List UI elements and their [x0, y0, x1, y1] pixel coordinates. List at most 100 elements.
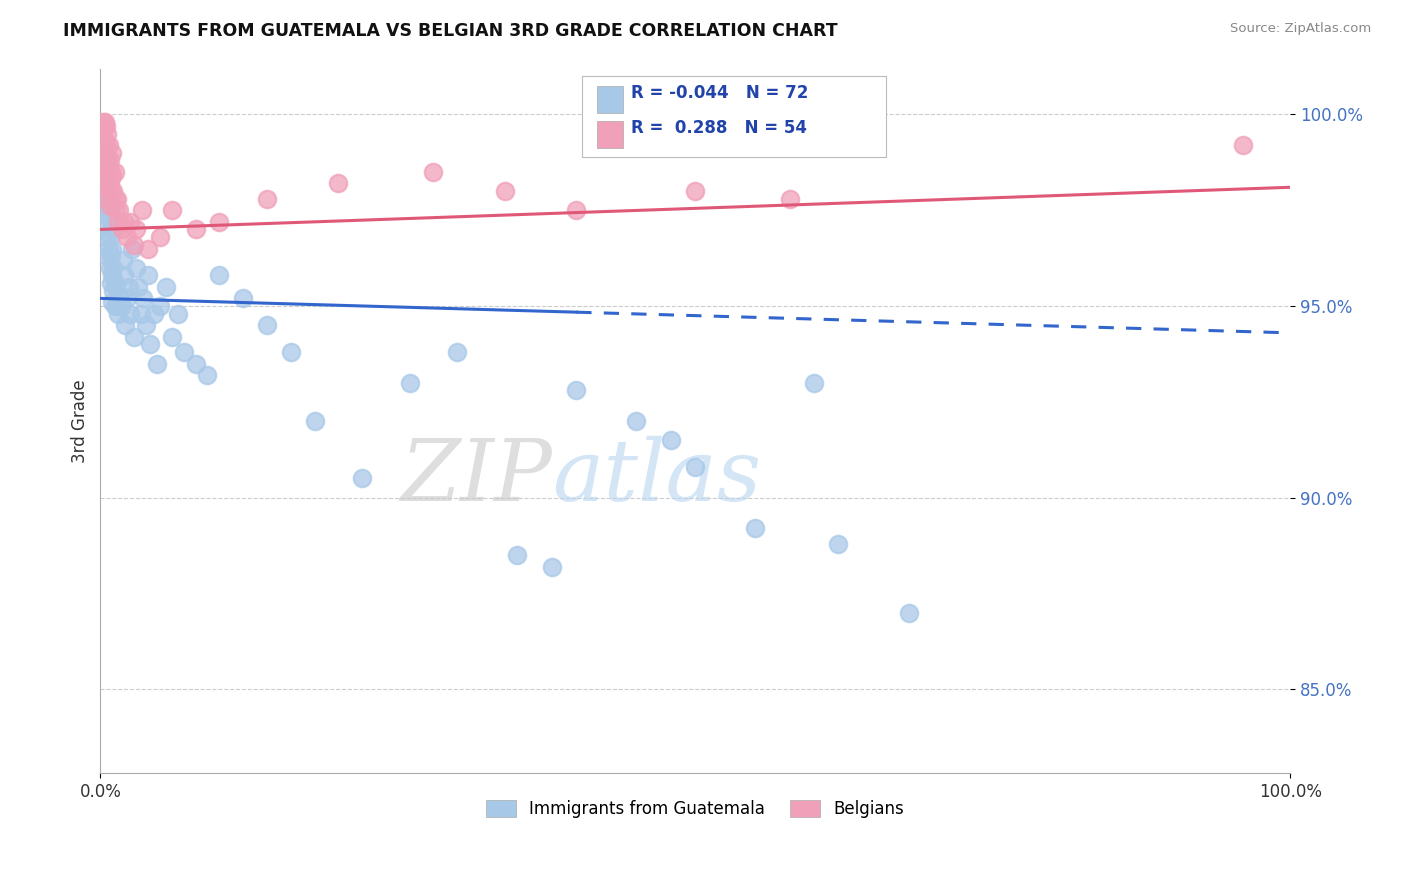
Point	[803, 376, 825, 390]
Point	[779, 192, 801, 206]
Point	[125, 260, 148, 275]
Point	[98, 230, 121, 244]
Text: R =  0.288   N = 54: R = 0.288 N = 54	[631, 120, 807, 137]
FancyBboxPatch shape	[596, 121, 623, 148]
FancyBboxPatch shape	[596, 87, 623, 113]
Point	[96, 249, 118, 263]
Point	[105, 192, 128, 206]
Point	[103, 184, 125, 198]
Point	[131, 203, 153, 218]
Point	[96, 192, 118, 206]
Point	[166, 307, 188, 321]
Point	[98, 199, 121, 213]
Point	[541, 559, 564, 574]
Point	[208, 268, 231, 283]
Point	[107, 215, 129, 229]
Point	[107, 307, 129, 321]
Point	[115, 292, 138, 306]
Point	[100, 222, 122, 236]
Point	[136, 242, 159, 256]
Point	[101, 169, 124, 183]
Point	[104, 276, 127, 290]
Point	[565, 384, 588, 398]
Point	[398, 376, 420, 390]
Y-axis label: 3rd Grade: 3rd Grade	[72, 379, 89, 463]
Point	[142, 307, 165, 321]
Point	[96, 192, 118, 206]
Point	[139, 337, 162, 351]
Text: atlas: atlas	[553, 436, 762, 519]
Point	[173, 345, 195, 359]
Point	[127, 280, 149, 294]
Point	[98, 153, 121, 168]
Point	[146, 357, 169, 371]
Point	[96, 169, 118, 183]
Point	[104, 165, 127, 179]
Point	[104, 280, 127, 294]
Point	[155, 280, 177, 294]
Point	[98, 177, 121, 191]
Point	[97, 161, 120, 175]
Point	[122, 237, 145, 252]
Point	[96, 230, 118, 244]
Point	[93, 138, 115, 153]
Point	[103, 284, 125, 298]
Point	[96, 127, 118, 141]
Point	[112, 268, 135, 283]
Point	[98, 260, 121, 275]
Point	[149, 299, 172, 313]
Point	[506, 548, 529, 562]
Legend: Immigrants from Guatemala, Belgians: Immigrants from Guatemala, Belgians	[479, 794, 911, 825]
Point	[93, 119, 115, 133]
Point	[96, 219, 118, 233]
Point	[132, 292, 155, 306]
Point	[94, 115, 117, 129]
Point	[160, 203, 183, 218]
Point	[446, 345, 468, 359]
Point	[129, 307, 152, 321]
Point	[744, 521, 766, 535]
Point	[96, 119, 118, 133]
Point	[280, 345, 302, 359]
Point	[118, 280, 141, 294]
Point	[135, 318, 157, 333]
Point	[93, 177, 115, 191]
Point	[100, 249, 122, 263]
Point	[98, 203, 121, 218]
Point	[111, 299, 134, 313]
Point	[93, 153, 115, 168]
Point	[111, 253, 134, 268]
Point	[112, 215, 135, 229]
Point	[1232, 138, 1254, 153]
Point	[256, 318, 278, 333]
FancyBboxPatch shape	[582, 76, 886, 157]
Point	[661, 433, 683, 447]
Point	[114, 318, 136, 333]
Point	[100, 165, 122, 179]
Text: R = -0.044   N = 72: R = -0.044 N = 72	[631, 84, 808, 103]
Point	[422, 165, 444, 179]
Point	[96, 169, 118, 183]
Point	[304, 414, 326, 428]
Point	[101, 295, 124, 310]
Point	[125, 222, 148, 236]
Point	[328, 177, 350, 191]
Point	[97, 184, 120, 198]
Point	[103, 260, 125, 275]
Point	[827, 536, 849, 550]
Point	[197, 368, 219, 382]
Text: Source: ZipAtlas.com: Source: ZipAtlas.com	[1230, 22, 1371, 36]
Point	[494, 184, 516, 198]
Point	[120, 215, 142, 229]
Point	[91, 130, 114, 145]
Point	[97, 211, 120, 225]
Point	[100, 276, 122, 290]
Point	[565, 203, 588, 218]
Point	[111, 222, 134, 236]
Point	[149, 230, 172, 244]
Text: IMMIGRANTS FROM GUATEMALA VS BELGIAN 3RD GRADE CORRELATION CHART: IMMIGRANTS FROM GUATEMALA VS BELGIAN 3RD…	[63, 22, 838, 40]
Point	[105, 299, 128, 313]
Point	[91, 145, 114, 160]
Point	[104, 203, 127, 218]
Point	[91, 115, 114, 129]
